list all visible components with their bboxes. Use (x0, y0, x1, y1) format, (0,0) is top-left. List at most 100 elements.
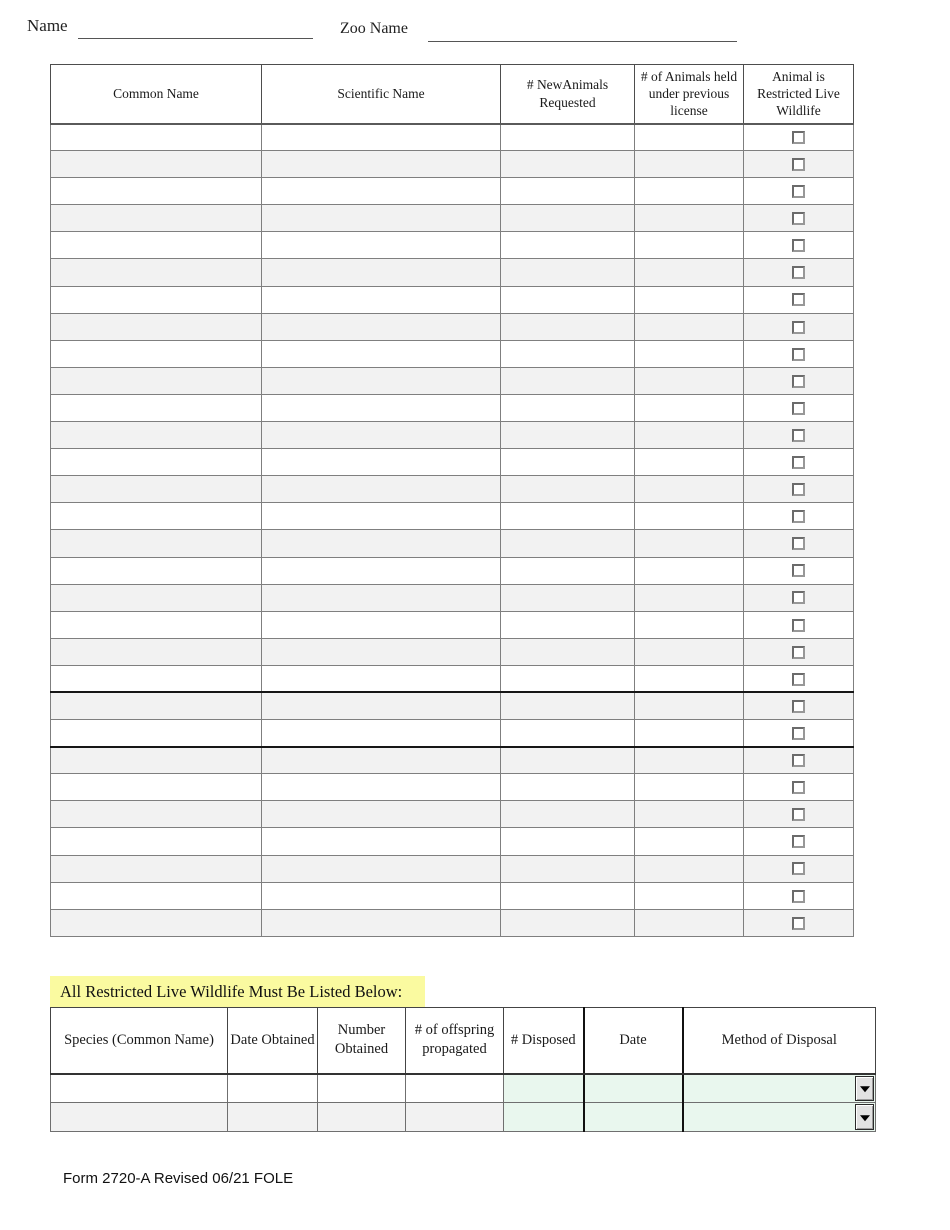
cell-new-animals-requested[interactable] (500, 610, 635, 639)
cell-common-name[interactable] (50, 421, 262, 450)
cell-new-animals-requested[interactable] (500, 339, 635, 368)
cell-method-of-disposal[interactable] (681, 1102, 876, 1132)
cell-scientific-name[interactable] (261, 556, 501, 585)
cell-common-name[interactable] (50, 177, 262, 206)
cell-new-animals-requested[interactable] (500, 150, 635, 179)
cell-common-name[interactable] (50, 800, 262, 829)
restricted-checkbox[interactable] (792, 862, 805, 876)
zoo-name-input-line[interactable] (428, 26, 737, 42)
cell-common-name[interactable] (50, 312, 262, 341)
cell-common-name[interactable] (50, 529, 262, 558)
cell-new-animals-requested[interactable] (500, 312, 635, 341)
cell-scientific-name[interactable] (261, 312, 501, 341)
cell-animals-held-previous-license[interactable] (634, 312, 744, 341)
cell-common-name[interactable] (50, 691, 262, 721)
restricted-checkbox[interactable] (792, 700, 805, 714)
cell-common-name[interactable] (50, 637, 262, 666)
cell-scientific-name[interactable] (261, 664, 501, 693)
cell-animals-held-previous-license[interactable] (634, 122, 744, 152)
cell-common-name[interactable] (50, 745, 262, 775)
cell-scientific-name[interactable] (261, 691, 501, 721)
cell-new-animals-requested[interactable] (500, 122, 635, 152)
cell-animals-held-previous-license[interactable] (634, 231, 744, 260)
cell-common-name[interactable] (50, 339, 262, 368)
cell-new-animals-requested[interactable] (500, 177, 635, 206)
cell-common-name[interactable] (50, 881, 262, 910)
cell-animals-held-previous-license[interactable] (634, 827, 744, 856)
restricted-checkbox[interactable] (792, 591, 805, 605)
restricted-checkbox[interactable] (792, 754, 805, 768)
cell-offspring-propagated[interactable] (405, 1073, 504, 1103)
cell-new-animals-requested[interactable] (500, 854, 635, 883)
cell-scientific-name[interactable] (261, 908, 501, 937)
cell-new-animals-requested[interactable] (500, 691, 635, 721)
cell-common-name[interactable] (50, 719, 262, 748)
cell-scientific-name[interactable] (261, 366, 501, 395)
cell-animals-held-previous-license[interactable] (634, 556, 744, 585)
cell-disposal-date[interactable] (582, 1102, 683, 1132)
cell-date-obtained[interactable] (227, 1102, 318, 1132)
restricted-checkbox[interactable] (792, 131, 805, 145)
cell-scientific-name[interactable] (261, 475, 501, 504)
cell-animals-held-previous-license[interactable] (634, 664, 744, 693)
cell-animals-held-previous-license[interactable] (634, 366, 744, 395)
cell-new-animals-requested[interactable] (500, 366, 635, 395)
cell-species-common-name[interactable] (50, 1073, 228, 1103)
cell-animals-held-previous-license[interactable] (634, 637, 744, 666)
cell-common-name[interactable] (50, 285, 262, 314)
cell-scientific-name[interactable] (261, 745, 501, 775)
cell-animals-held-previous-license[interactable] (634, 908, 744, 937)
cell-new-animals-requested[interactable] (500, 556, 635, 585)
cell-animals-held-previous-license[interactable] (634, 204, 744, 233)
cell-animals-held-previous-license[interactable] (634, 448, 744, 477)
cell-common-name[interactable] (50, 827, 262, 856)
cell-scientific-name[interactable] (261, 177, 501, 206)
cell-common-name[interactable] (50, 556, 262, 585)
cell-common-name[interactable] (50, 583, 262, 612)
cell-new-animals-requested[interactable] (500, 827, 635, 856)
cell-animals-held-previous-license[interactable] (634, 800, 744, 829)
restricted-checkbox[interactable] (792, 781, 805, 795)
restricted-checkbox[interactable] (792, 483, 805, 497)
cell-scientific-name[interactable] (261, 637, 501, 666)
restricted-checkbox[interactable] (792, 564, 805, 578)
cell-animals-held-previous-license[interactable] (634, 529, 744, 558)
method-of-disposal-dropdown-button[interactable] (855, 1104, 874, 1130)
cell-new-animals-requested[interactable] (500, 800, 635, 829)
restricted-checkbox[interactable] (792, 726, 805, 740)
restricted-checkbox[interactable] (792, 374, 805, 388)
cell-disposed[interactable] (503, 1073, 584, 1103)
cell-animals-held-previous-license[interactable] (634, 177, 744, 206)
cell-scientific-name[interactable] (261, 881, 501, 910)
cell-animals-held-previous-license[interactable] (634, 773, 744, 802)
cell-scientific-name[interactable] (261, 150, 501, 179)
restricted-checkbox[interactable] (792, 645, 805, 659)
cell-animals-held-previous-license[interactable] (634, 285, 744, 314)
cell-common-name[interactable] (50, 122, 262, 152)
cell-animals-held-previous-license[interactable] (634, 854, 744, 883)
cell-animals-held-previous-license[interactable] (634, 502, 744, 531)
cell-scientific-name[interactable] (261, 610, 501, 639)
restricted-checkbox[interactable] (792, 428, 805, 442)
restricted-checkbox[interactable] (792, 835, 805, 849)
cell-common-name[interactable] (50, 258, 262, 287)
cell-animals-held-previous-license[interactable] (634, 719, 744, 748)
restricted-checkbox[interactable] (792, 618, 805, 632)
cell-common-name[interactable] (50, 204, 262, 233)
cell-new-animals-requested[interactable] (500, 285, 635, 314)
cell-new-animals-requested[interactable] (500, 231, 635, 260)
cell-common-name[interactable] (50, 393, 262, 423)
cell-common-name[interactable] (50, 448, 262, 477)
cell-scientific-name[interactable] (261, 529, 501, 558)
cell-common-name[interactable] (50, 773, 262, 802)
cell-scientific-name[interactable] (261, 285, 501, 314)
restricted-checkbox[interactable] (792, 401, 805, 415)
cell-method-of-disposal[interactable] (681, 1073, 876, 1103)
restricted-checkbox[interactable] (792, 239, 805, 253)
cell-animals-held-previous-license[interactable] (634, 881, 744, 910)
cell-animals-held-previous-license[interactable] (634, 610, 744, 639)
cell-animals-held-previous-license[interactable] (634, 691, 744, 721)
cell-offspring-propagated[interactable] (405, 1102, 504, 1132)
restricted-checkbox[interactable] (792, 916, 805, 930)
cell-new-animals-requested[interactable] (500, 664, 635, 693)
